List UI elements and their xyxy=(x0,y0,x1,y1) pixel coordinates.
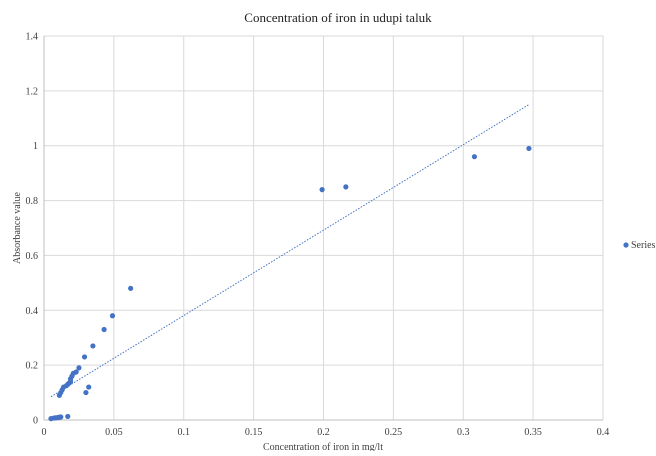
data-point xyxy=(76,365,82,371)
trendline xyxy=(50,104,530,398)
legend-label: Series xyxy=(631,240,656,251)
data-points xyxy=(48,145,532,422)
y-tick-label: 1.4 xyxy=(26,32,39,43)
y-tick-label: 1 xyxy=(33,141,38,152)
data-point xyxy=(86,384,92,390)
y-tick-label: 1.2 xyxy=(26,86,39,97)
x-tick-label: 0.35 xyxy=(524,427,542,438)
data-point xyxy=(526,145,532,152)
data-point xyxy=(471,154,478,160)
x-tick-label: 0.3 xyxy=(457,427,470,438)
data-point xyxy=(58,414,64,420)
legend-marker xyxy=(623,242,629,248)
gridlines xyxy=(44,35,604,420)
trendline-group xyxy=(50,104,530,398)
y-tick-label: 0 xyxy=(33,416,38,427)
data-point xyxy=(343,184,349,190)
data-point xyxy=(319,187,325,193)
x-tick-label: 0 xyxy=(42,427,47,438)
y-tick-label: 0.4 xyxy=(26,306,39,317)
legend: Series xyxy=(623,240,656,251)
data-point xyxy=(81,354,88,360)
x-tick-label: 0.1 xyxy=(178,427,191,438)
x-tick-label: 0.25 xyxy=(385,427,403,438)
data-point xyxy=(83,389,89,396)
y-tick-label: 0.8 xyxy=(26,196,39,207)
data-point xyxy=(109,313,116,319)
chart-title: Concentration of iron in udupi taluk xyxy=(244,10,432,25)
data-point xyxy=(65,413,71,420)
x-tick-label: 0.2 xyxy=(317,427,330,438)
x-tick-label: 0.05 xyxy=(105,427,123,438)
data-point xyxy=(101,326,107,333)
y-tick-label: 0.6 xyxy=(26,251,39,262)
x-tick-label: 0.15 xyxy=(245,427,263,438)
x-axis-title: Concentration of iron in mg/lt xyxy=(263,442,383,451)
data-point xyxy=(90,343,96,349)
axes: 0 0.2 0.4 0.6 0.8 1 1.2 1.4 0 0.05 0.1 0.15 0.2 0.25 0… xyxy=(26,32,610,439)
data-point xyxy=(128,285,134,291)
x-tick-label: 0.4 xyxy=(597,427,610,438)
y-tick-label: 0.2 xyxy=(26,361,39,372)
data-point xyxy=(73,369,79,375)
y-axis-title: Absorbance value xyxy=(12,191,23,263)
